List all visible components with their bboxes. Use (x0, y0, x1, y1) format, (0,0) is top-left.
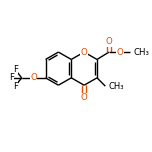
Text: CH₃: CH₃ (134, 48, 150, 57)
Text: F: F (13, 82, 18, 91)
Text: F: F (9, 73, 14, 82)
Text: O: O (30, 73, 37, 82)
Text: CH₃: CH₃ (108, 82, 124, 91)
Text: O: O (81, 48, 88, 57)
Text: F: F (13, 65, 18, 74)
Text: O: O (81, 93, 88, 102)
Text: O: O (106, 38, 112, 47)
Text: O: O (117, 48, 123, 57)
